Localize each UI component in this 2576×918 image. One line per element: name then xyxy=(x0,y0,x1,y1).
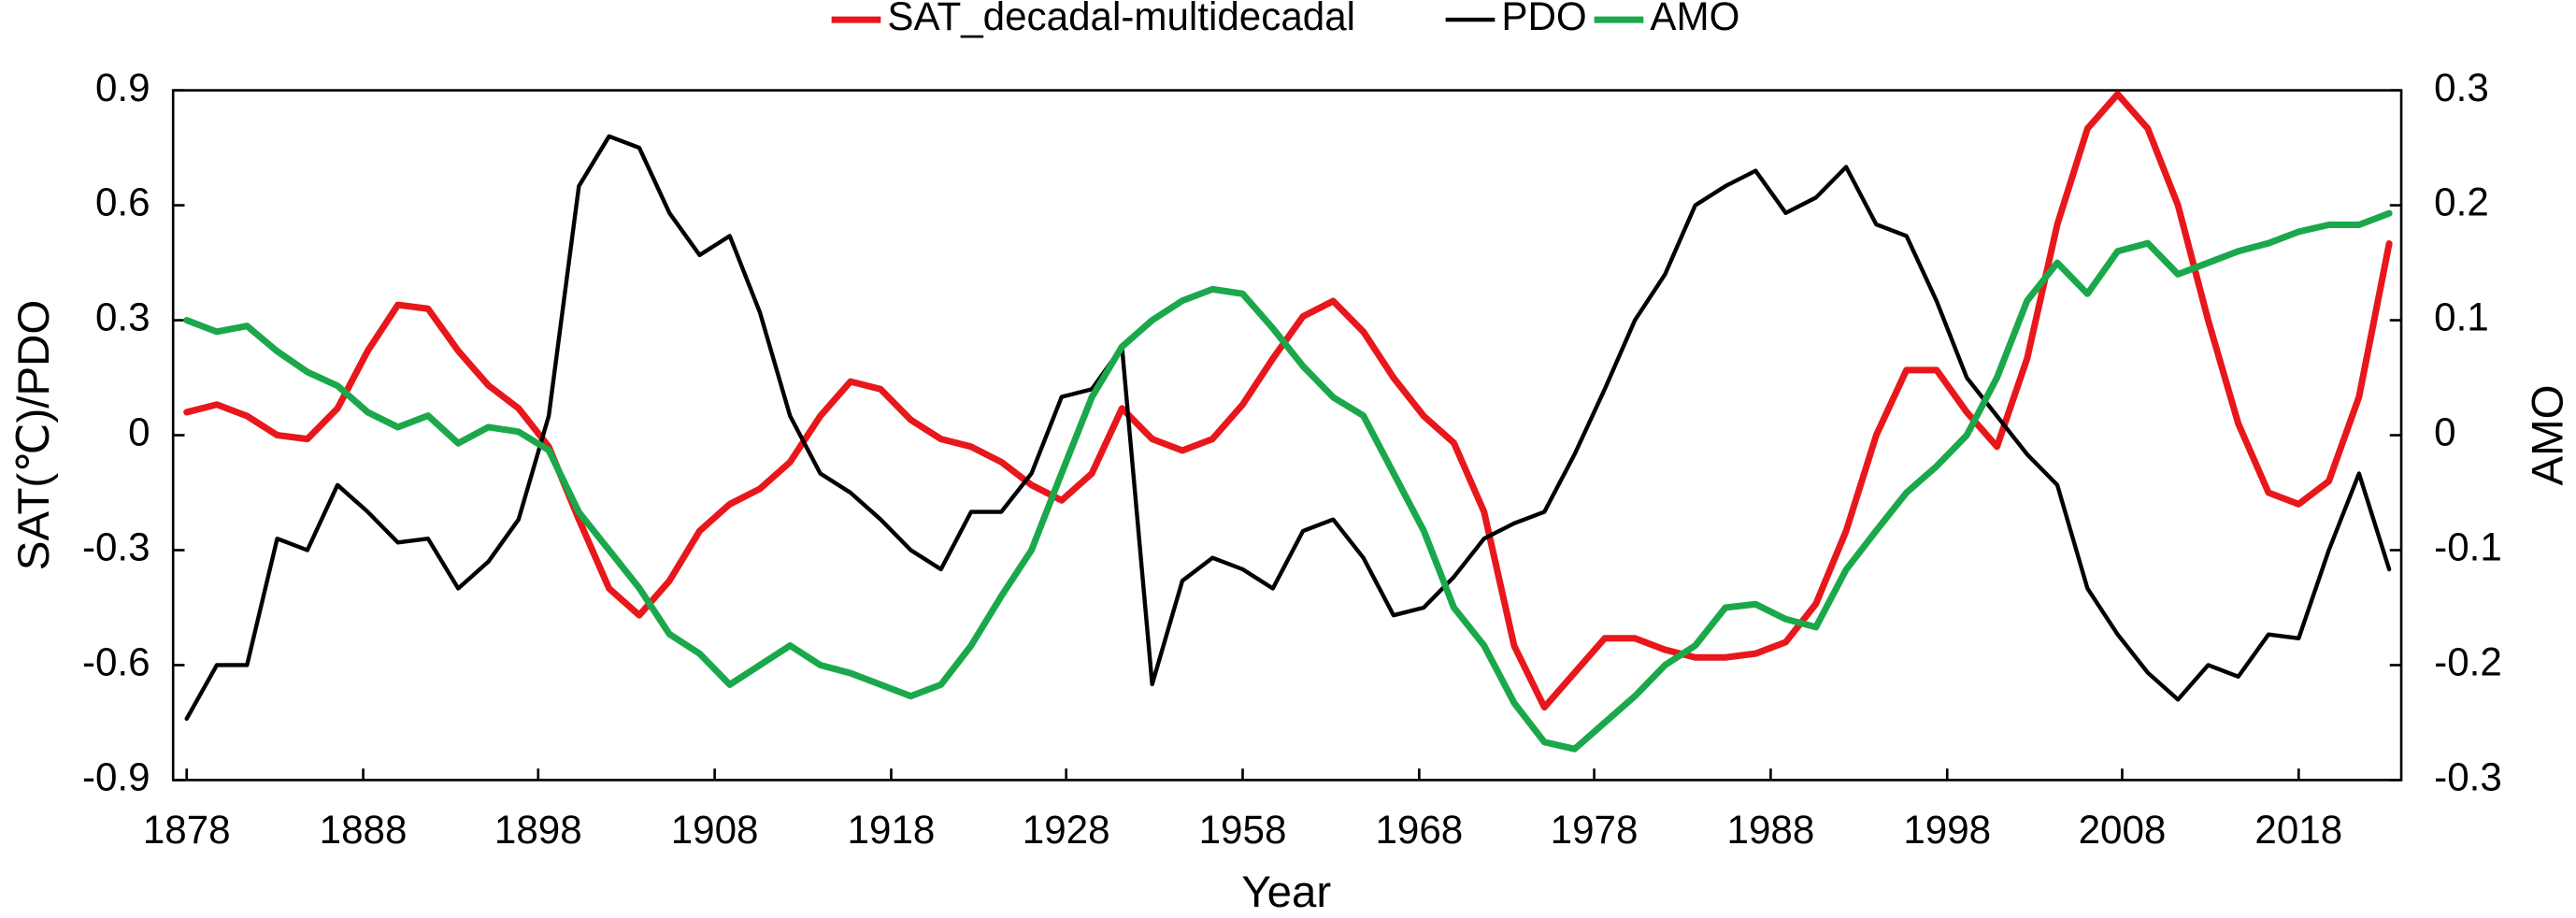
y2-tick-label: -0.3 xyxy=(2434,755,2502,799)
y2-tick-label: -0.1 xyxy=(2434,525,2502,569)
legend-label: SAT_decadal-multidecadal xyxy=(887,0,1355,38)
x-tick-label: 1968 xyxy=(1375,808,1463,852)
x-tick-label: 1928 xyxy=(1023,808,1110,852)
series-line xyxy=(183,91,2393,711)
x-tick-label: 1958 xyxy=(1199,808,1287,852)
x-tick-label: 2008 xyxy=(2079,808,2167,852)
y2-tick-label: 0.2 xyxy=(2434,180,2489,224)
x-tick-label: 1888 xyxy=(320,808,408,852)
x-tick-label: 1908 xyxy=(671,808,759,852)
x-axis-label: Year xyxy=(1241,868,1331,917)
y2-tick-label: 0 xyxy=(2434,410,2455,454)
x-tick-label: 2018 xyxy=(2254,808,2342,852)
x-tick-label: 1998 xyxy=(1903,808,1991,852)
y-tick-label: 0.3 xyxy=(95,295,150,339)
y2-tick-label: 0.1 xyxy=(2434,295,2489,339)
x-tick-label: 1918 xyxy=(848,808,936,852)
y2-tick-label: 0.3 xyxy=(2434,65,2489,109)
x-tick-label: 1878 xyxy=(143,808,231,852)
y-tick-label: 0.9 xyxy=(95,65,150,109)
x-tick-label: 1988 xyxy=(1727,808,1815,852)
legend-label: AMO xyxy=(1650,0,1739,38)
y2-tick-label: -0.2 xyxy=(2434,640,2502,684)
y-tick-label: -0.6 xyxy=(82,640,150,684)
y-tick-label: -0.3 xyxy=(82,525,150,569)
y2-axis-label: AMO xyxy=(2523,385,2572,486)
series-line xyxy=(183,209,2393,753)
y-tick-label: 0 xyxy=(128,410,150,454)
x-tick-label: 1978 xyxy=(1551,808,1639,852)
series-line xyxy=(184,134,2392,722)
y-tick-label: 0.6 xyxy=(95,180,150,224)
y-axis-label: SAT(℃)/PDO xyxy=(9,300,59,571)
x-tick-label: 1898 xyxy=(494,808,582,852)
y-tick-label: -0.9 xyxy=(82,755,150,799)
legend-label: PDO xyxy=(1501,0,1586,38)
